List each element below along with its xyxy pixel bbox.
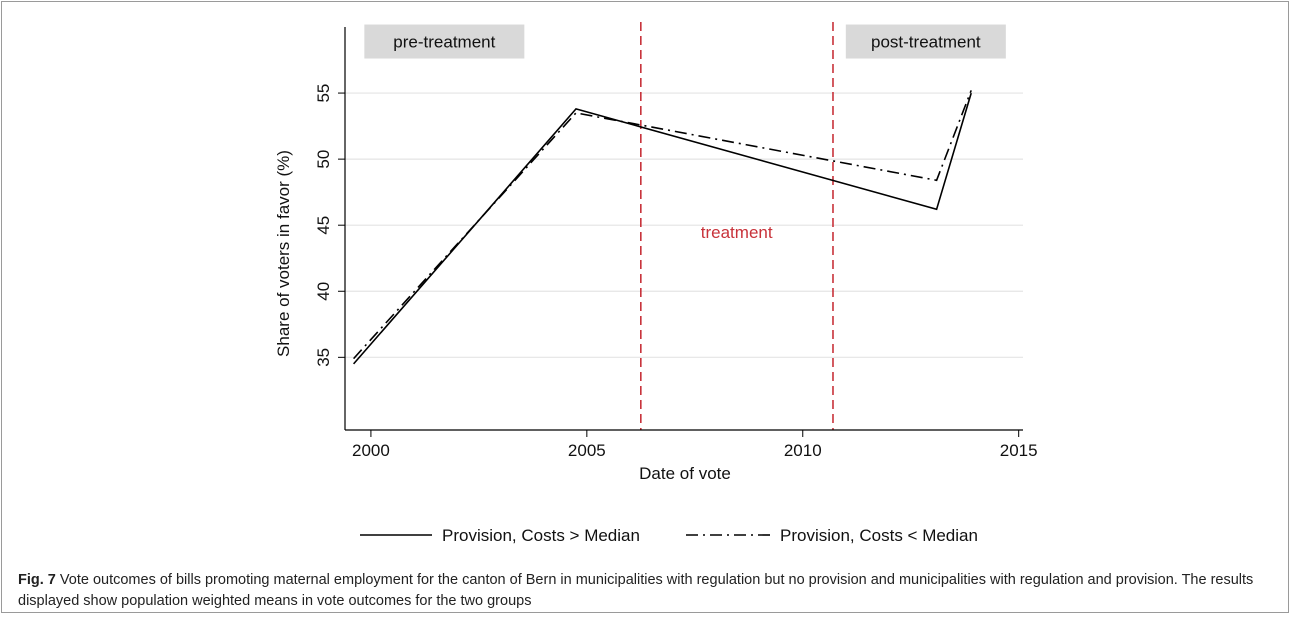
x-tick-label: 2010	[784, 441, 822, 460]
post-treatment-label: post-treatment	[871, 33, 981, 52]
legend: Provision, Costs > Median Provision, Cost…	[360, 526, 978, 545]
treatment-label: treatment	[701, 223, 773, 242]
series-line-solid	[352, 92, 972, 365]
series-lines	[352, 90, 972, 365]
y-tick-label: 55	[314, 84, 333, 103]
y-tick-label: 45	[314, 216, 333, 235]
x-tick-label: 2015	[1000, 441, 1038, 460]
legend-label: Provision, Costs > Median	[442, 526, 640, 545]
pre-treatment-label: pre-treatment	[393, 33, 495, 52]
series-line-dashdot	[353, 90, 972, 360]
figure-caption: Fig. 7 Vote outcomes of bills promoting …	[18, 570, 1278, 612]
gridlines	[345, 92, 1023, 358]
y-tick-label: 35	[314, 348, 333, 367]
caption-text: Vote outcomes of bills promoting materna…	[18, 572, 1254, 609]
y-axis-label: Share of voters in favor (%)	[274, 150, 293, 357]
y-tick-label: 50	[314, 150, 333, 169]
legend-label: Provision, Costs < Median	[780, 526, 978, 545]
x-tick-label: 2005	[568, 441, 606, 460]
annotations: pre-treatment treatment post-treatment	[364, 24, 1006, 242]
line-chart: 35 40 45 50 55 2000 2005 2010 2015 Date of vote Sh…	[274, 22, 1038, 545]
pre-treatment-box	[364, 24, 525, 59]
y-tick-label: 40	[314, 282, 333, 301]
treatment-lines	[640, 22, 834, 430]
caption-label: Fig. 7	[18, 572, 56, 588]
axes: 35 40 45 50 55 2000 2005 2010 2015 Date of vote Sh…	[274, 27, 1038, 483]
post-treatment-box	[845, 24, 1006, 59]
x-axis-label: Date of vote	[639, 464, 731, 483]
x-tick-label: 2000	[352, 441, 390, 460]
